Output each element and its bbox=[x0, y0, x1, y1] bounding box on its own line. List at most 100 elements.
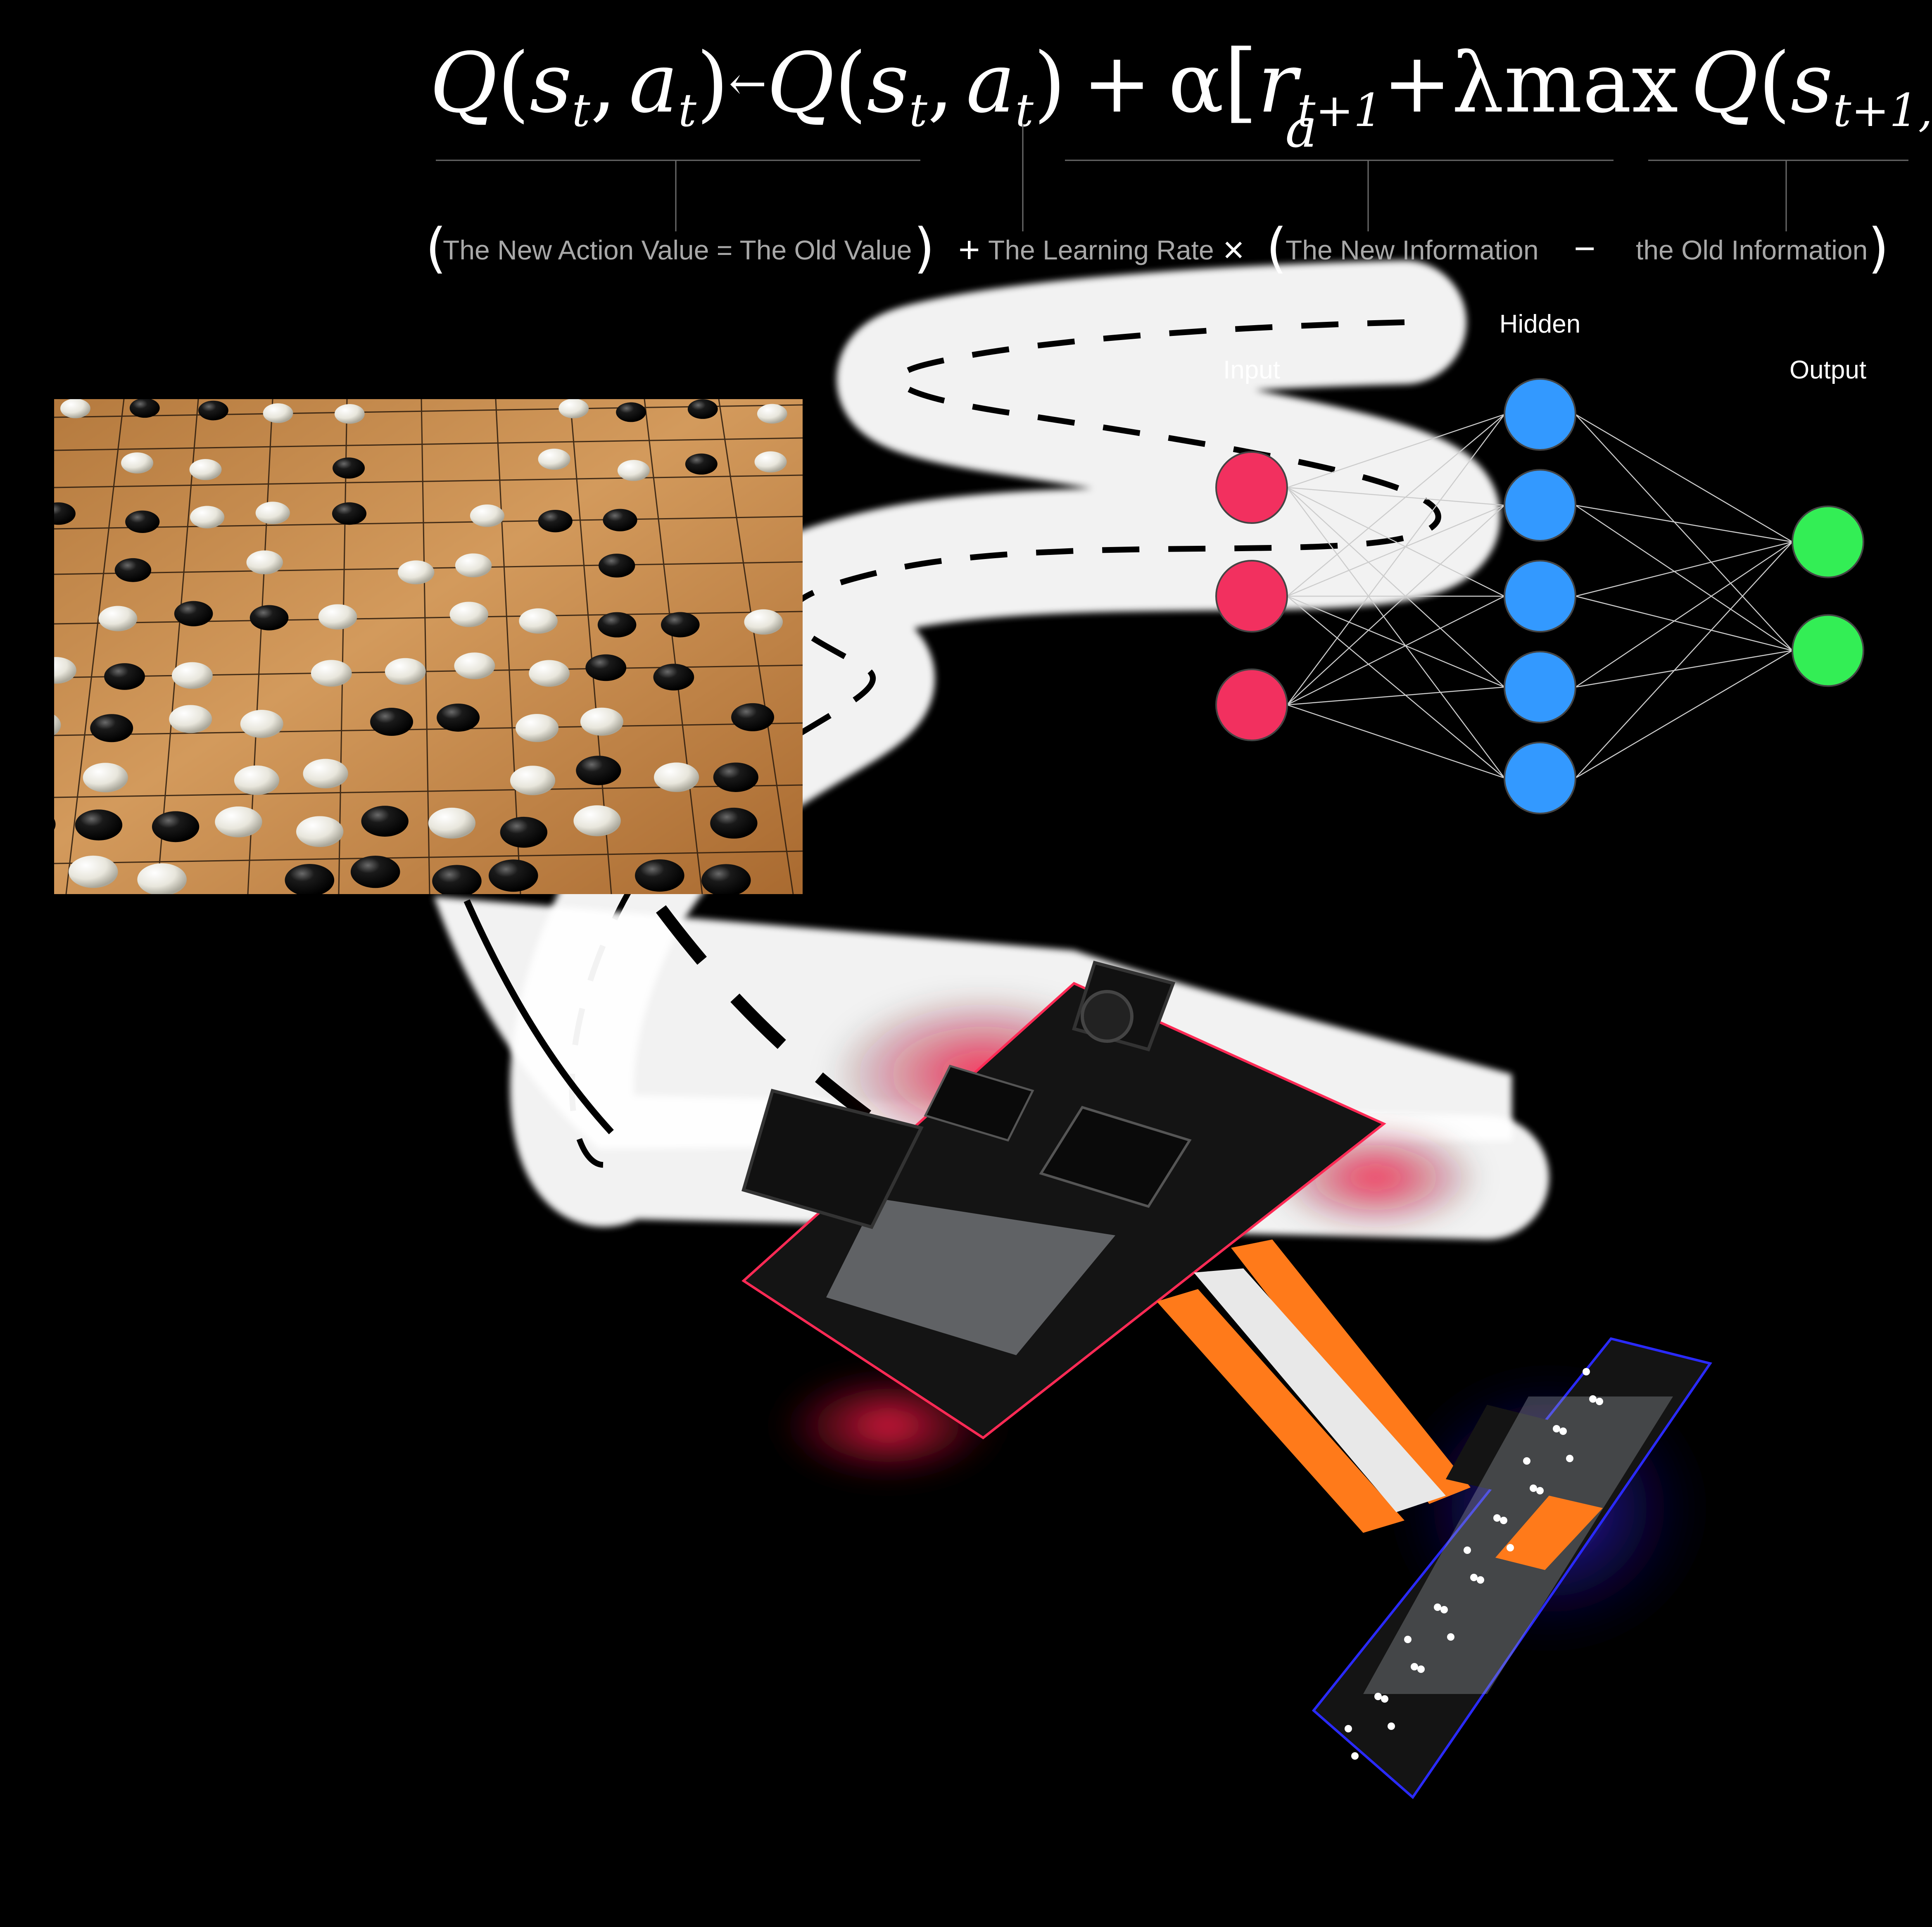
network-connection bbox=[1575, 414, 1793, 542]
white-go-stone bbox=[263, 403, 293, 423]
go-board-photo bbox=[54, 399, 803, 894]
state-s: s bbox=[530, 35, 572, 131]
sensor-led bbox=[1381, 1695, 1388, 1703]
white-go-stone bbox=[455, 553, 492, 578]
output-node bbox=[1792, 505, 1864, 578]
neural-network-diagram: Input Hidden Output bbox=[1215, 310, 1866, 814]
sensor-led bbox=[1434, 1603, 1441, 1611]
gloss-plus: + bbox=[958, 229, 980, 271]
black-go-stone bbox=[599, 553, 635, 578]
sensor-led bbox=[1493, 1514, 1501, 1522]
sensor-led bbox=[1530, 1485, 1537, 1492]
gloss-open-paren: ( bbox=[425, 216, 447, 279]
input-node bbox=[1215, 560, 1288, 633]
white-go-stone bbox=[454, 652, 495, 679]
sensor-led bbox=[1583, 1368, 1590, 1375]
q-learning-equation: Q(st,at)←Q(st,at)+α[rt+1+λmaxQ(st+1,a)-Q… bbox=[425, 31, 1932, 279]
black-go-stone bbox=[731, 703, 775, 731]
black-go-stone bbox=[701, 864, 751, 894]
white-go-stone bbox=[246, 550, 283, 575]
sensor-led bbox=[1559, 1427, 1567, 1435]
white-go-stone bbox=[169, 705, 212, 733]
input-node bbox=[1215, 451, 1288, 524]
black-go-stone bbox=[585, 654, 627, 681]
black-go-stone bbox=[54, 502, 76, 525]
input-node bbox=[1215, 669, 1288, 741]
gloss-new-action-value: The New Action Value = The Old Value bbox=[443, 235, 912, 265]
max-operator: max bbox=[1504, 35, 1678, 131]
network-connection bbox=[1575, 414, 1793, 651]
network-connection bbox=[1287, 595, 1505, 688]
white-go-stone bbox=[318, 604, 357, 630]
close-paren: ) bbox=[696, 35, 729, 131]
network-connection bbox=[1287, 487, 1505, 688]
network-connection bbox=[1286, 414, 1505, 705]
white-go-stone bbox=[334, 404, 365, 424]
black-go-stone bbox=[125, 510, 160, 533]
subscript-t: t bbox=[909, 84, 928, 137]
hidden-node bbox=[1504, 560, 1576, 633]
white-go-stone bbox=[68, 855, 118, 888]
output-node bbox=[1792, 614, 1864, 687]
white-go-stone bbox=[54, 657, 76, 684]
black-go-stone bbox=[285, 864, 335, 894]
annotation-lines bbox=[436, 124, 1908, 231]
network-connection bbox=[1287, 596, 1505, 778]
white-go-stone bbox=[573, 805, 621, 836]
lambda-symbol: λ bbox=[1452, 35, 1504, 131]
white-go-stone bbox=[255, 502, 290, 524]
state-s: s bbox=[867, 35, 909, 131]
open-bracket: [ bbox=[1224, 31, 1258, 132]
comma: , bbox=[590, 35, 617, 131]
max-subscript-a: a bbox=[1285, 97, 1317, 159]
black-go-stone bbox=[500, 816, 548, 848]
sensor-led bbox=[1374, 1693, 1382, 1700]
black-go-stone bbox=[437, 703, 480, 732]
white-go-stone bbox=[296, 816, 344, 847]
black-go-stone bbox=[104, 663, 145, 690]
subscript-t1-comma: t+1, bbox=[1833, 84, 1932, 137]
network-connection bbox=[1287, 487, 1505, 597]
black-go-stone bbox=[538, 509, 573, 533]
network-connection bbox=[1287, 505, 1505, 705]
network-connection bbox=[1287, 704, 1505, 779]
q-symbol: Q bbox=[430, 35, 497, 131]
black-go-stone bbox=[616, 402, 646, 422]
black-go-stone bbox=[370, 708, 413, 736]
white-go-stone bbox=[470, 504, 505, 527]
plus-sign: + bbox=[1383, 35, 1452, 131]
white-go-stone bbox=[98, 606, 138, 631]
black-go-stone bbox=[54, 819, 56, 830]
update-arrow: ← bbox=[729, 57, 767, 110]
black-go-stone bbox=[685, 453, 718, 475]
network-connection bbox=[1575, 504, 1793, 651]
black-go-stone bbox=[661, 612, 700, 638]
black-go-stone bbox=[152, 811, 200, 842]
black-go-stone bbox=[687, 399, 718, 419]
black-go-stone bbox=[488, 859, 538, 892]
subscript-t: t bbox=[572, 84, 591, 137]
network-connection bbox=[1286, 487, 1505, 778]
white-go-stone bbox=[385, 658, 426, 685]
white-go-stone bbox=[54, 714, 61, 735]
sensor-led bbox=[1589, 1395, 1597, 1403]
open-paren: ( bbox=[1759, 35, 1791, 131]
black-go-stone bbox=[250, 605, 289, 630]
network-connection bbox=[1575, 541, 1793, 597]
white-go-stone bbox=[83, 763, 128, 792]
white-go-stone bbox=[744, 609, 783, 635]
sensor-led bbox=[1440, 1606, 1448, 1613]
white-go-stone bbox=[617, 460, 650, 481]
white-go-stone bbox=[516, 714, 559, 742]
white-go-stone bbox=[240, 710, 283, 738]
network-connection bbox=[1575, 541, 1793, 778]
q-symbol: Q bbox=[767, 35, 834, 131]
white-go-stone bbox=[303, 759, 348, 789]
network-connection bbox=[1575, 595, 1793, 651]
sensor-led bbox=[1404, 1636, 1412, 1643]
subscript-t: t bbox=[1015, 84, 1034, 137]
black-go-stone bbox=[174, 601, 213, 626]
reward-r: r bbox=[1258, 35, 1302, 131]
